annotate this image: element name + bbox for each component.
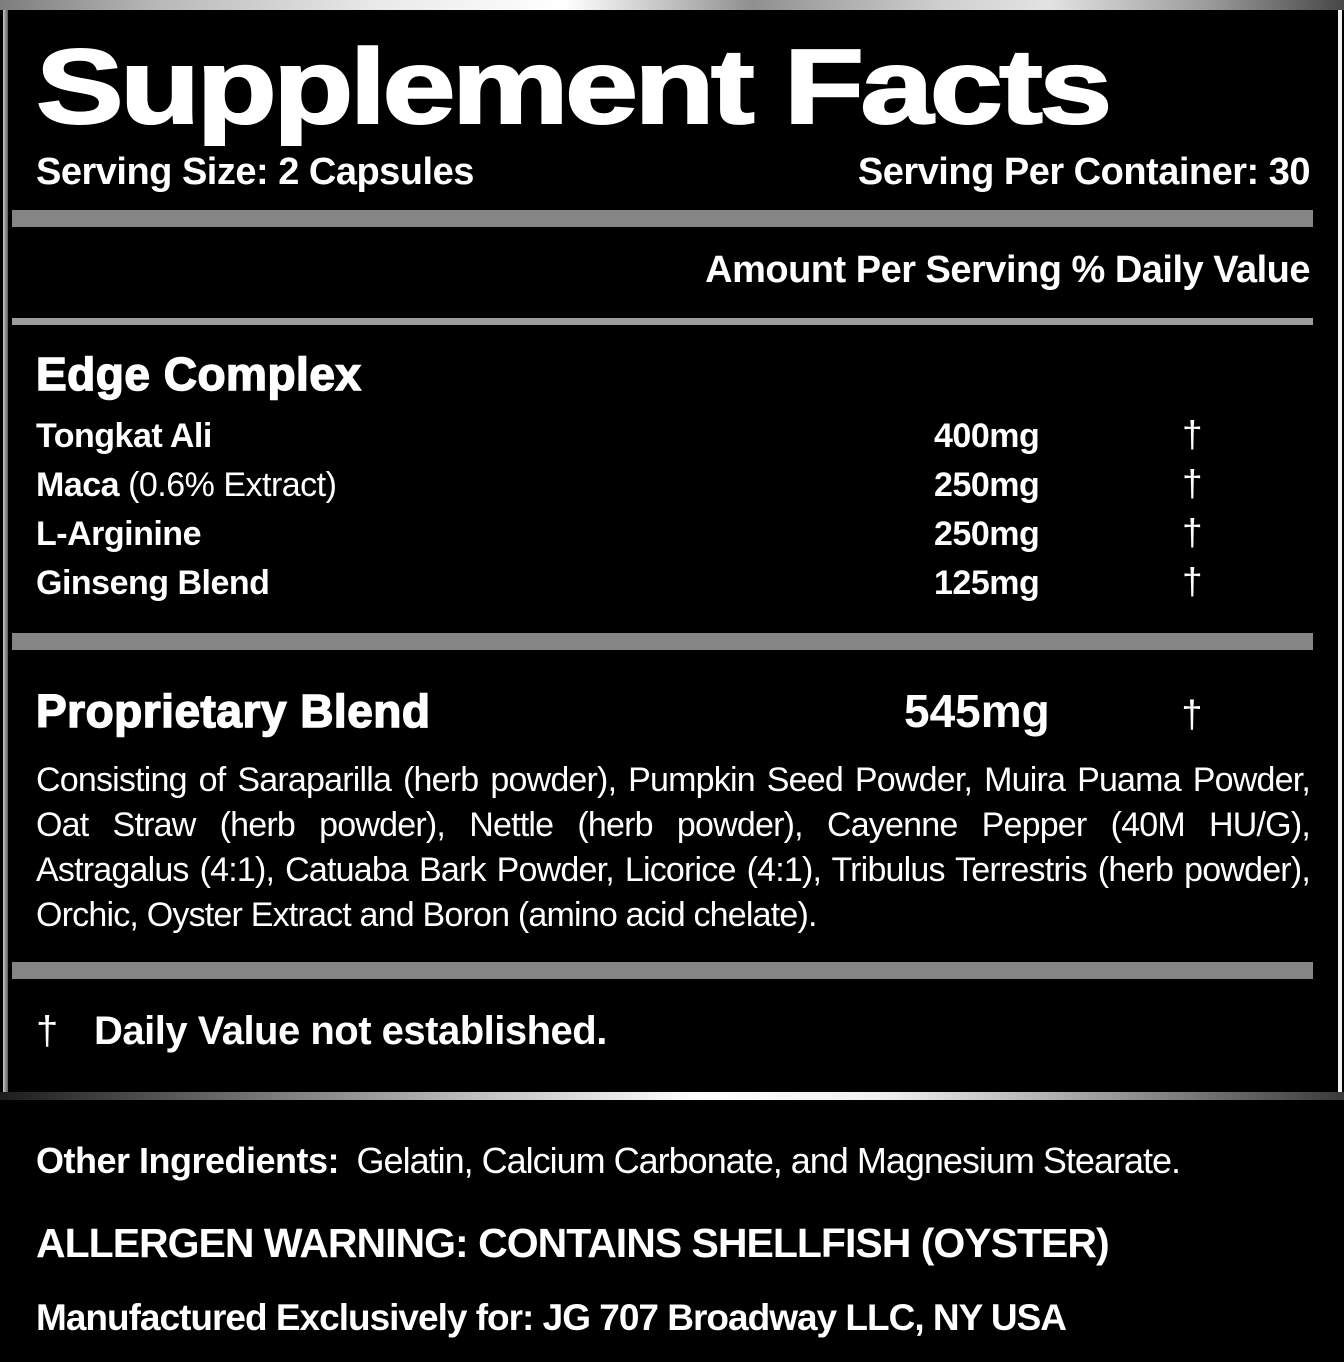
ingredient-name: Maca (0.6% Extract) [36,461,934,509]
ingredient-name-text: Tongkat Ali [36,416,212,455]
ingredient-amount: 125mg [934,563,1040,602]
manufactured-for: Manufactured Exclusively for: JG 707 Bro… [36,1297,1067,1338]
panel-title: Supplement Facts [35,27,1310,147]
other-ingredients-line: Other Ingredients: Gelatin, Calcium Carb… [36,1140,1314,1182]
ingredient-name: L-Arginine [36,510,934,558]
ingredient-name: Ginseng Blend [36,559,934,607]
daily-value-dagger: † [1181,413,1203,455]
label-bottom-section: Other Ingredients: Gelatin, Calcium Carb… [0,1100,1344,1362]
daily-value-dagger: † [1181,462,1203,504]
metal-border-right [1338,10,1342,1092]
daily-value-dagger: † [1181,560,1203,602]
panel-title-text: Supplement Facts [35,27,1114,147]
divider-thin [12,317,1313,325]
ingredient-name: Tongkat Ali [36,412,934,460]
divider-thick-2 [12,632,1313,650]
ingredient-row: L-Arginine 250mg † [36,509,1310,558]
daily-value-footnote: † Daily Value not established. [36,1009,1310,1054]
ingredient-row: Tongkat Ali 400mg † [36,411,1310,460]
metal-border-left [3,10,8,1092]
supplement-facts-panel: Supplement Facts Serving Size: 2 Capsule… [0,0,1344,1100]
footnote-text: Daily Value not established. [94,1008,607,1053]
daily-value-dagger: † [1181,511,1203,553]
ingredient-row: Ginseng Blend 125mg † [36,558,1310,607]
servings-per-container: Serving Per Container: 30 [857,150,1311,193]
columns-header: Amount Per Serving % Daily Value [705,248,1310,291]
ingredient-amount: 250mg [934,514,1040,553]
divider-thick-1 [12,209,1313,227]
serving-size: Serving Size: 2 Capsules [36,150,474,193]
ingredient-name-text: Ginseng Blend [36,563,270,602]
ingredient-name-text: L-Arginine [36,514,201,553]
proprietary-blend-amount: 545mg [904,684,1050,737]
ingredient-detail: (0.6% Extract) [128,465,337,504]
allergen-warning: ALLERGEN WARNING: CONTAINS SHELLFISH (OY… [36,1220,1110,1266]
ingredient-row: Maca (0.6% Extract) 250mg † [36,460,1310,509]
ingredient-rows: Tongkat Ali 400mg † Maca (0.6% Extract) 2… [36,411,1310,607]
daily-value-dagger: † [1181,693,1203,736]
divider-thick-3 [12,961,1313,979]
ingredient-name-text: Maca [36,465,120,504]
metal-border-top [0,0,1344,10]
serving-info-row: Serving Size: 2 Capsules Serving Per Con… [36,150,1311,194]
other-ingredients-label: Other Ingredients: [36,1140,340,1181]
ingredient-amount: 400mg [934,416,1040,455]
facts-content: Supplement Facts Serving Size: 2 Capsule… [8,10,1338,1092]
proprietary-blend-description: Consisting of Saraparilla (herb powder),… [36,760,1311,934]
other-ingredients-value: Gelatin, Calcium Carbonate, and Magnesiu… [356,1140,1181,1181]
proprietary-blend-row: Proprietary Blend 545mg † [35,684,1310,738]
edge-complex-heading: Edge Complex [35,347,362,401]
dagger-symbol: † [36,1008,59,1053]
proprietary-blend-heading: Proprietary Blend [35,684,431,738]
metal-border-bottom [0,1092,1344,1100]
ingredient-amount: 250mg [934,465,1040,504]
